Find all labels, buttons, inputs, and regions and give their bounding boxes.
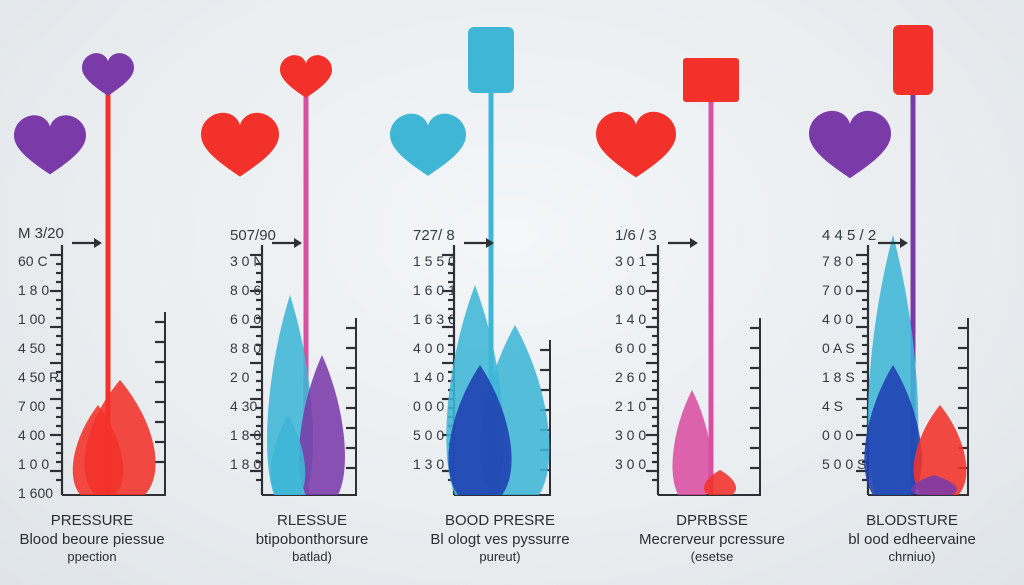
caption-title: BLODSTURE [866,512,958,529]
scale-label: 3 0 1 [615,253,646,269]
gauge-stem [708,100,714,495]
pointer-arrow-icon [94,238,102,248]
scale-label: 7 00 [18,398,45,414]
scale-label: 2 1 0 [615,398,646,414]
scale-label: 1 00 [18,311,45,327]
scale-label: 1 5 5 0 [413,253,456,269]
caption-line: bl ood edheervaine [848,531,976,548]
caption-line: ppection [67,549,116,564]
scale-label: 4 50 R [18,369,59,385]
gauge-5: 7 8 0 7 0 0 4 0 0 0 A S 1 8 S 4 S 0 0 0 5 0 0 S… [809,25,976,564]
scale-label: 1 3 0 8 [413,456,456,472]
top-square-icon [683,58,739,102]
scale-label: 1 8 0 [18,282,49,298]
scale-label: 5 0 0 S [822,456,866,472]
scale-label: 2 6 0 [615,369,646,385]
scale-label: 7 0 0 [822,282,853,298]
scale-label: 1 4 0 [413,369,444,385]
level-shape [72,405,124,495]
scale-label: 8 0 0 [615,282,646,298]
level-shape [672,390,712,495]
scale-label: 1 6 0 1 [413,282,456,298]
scale-label: 1 8 0 [230,427,261,443]
gauge-header-label: 4 4 5 / 2 [822,227,876,244]
scale-label: 2 0 [230,369,250,385]
scale-label: 0 0 0 [822,427,853,443]
scale-label: 3 0 0 [615,456,646,472]
caption-line: pureut) [479,549,520,564]
heart-icon [390,113,466,176]
scale-label: 5 0 0 [413,427,444,443]
level-shape [299,355,345,495]
gauge-1: 60 C 1 8 0 1 00 4 50 4 50 R 7 00 4 00 1 0 0 1 60… [14,53,166,564]
caption-title: DPRBSSE [676,512,748,529]
top-heart-icon [280,55,332,98]
caption-title: BOOD PRESRE [445,512,555,529]
caption-title: PRESSURE [51,512,134,529]
scale-label: 0 0 0 [413,398,444,414]
heart-icon [201,112,279,177]
scale-label: 4 50 [18,340,45,356]
scale-label: 0 A S [822,340,855,356]
gauges-group: 60 C 1 8 0 1 00 4 50 4 50 R 7 00 4 00 1 0 0 1 60… [14,25,976,564]
scale-label: 4 00 [18,427,45,443]
level-shape [270,415,306,495]
pointer-arrow-icon [690,238,698,248]
gauge-4: 3 0 1 8 0 0 1 4 0 6 0 0 2 6 0 2 1 0 3 0 0 3 0 0… [596,58,785,564]
top-paddle-icon [468,27,514,93]
level-shape [911,475,957,495]
scale-label: 1 8 0 [230,456,261,472]
gauge-2: 3 0 N 8 0 6 6 0 0 8 8 0 2 0 4 30 1 8 0 1 8 0 507… [201,55,368,564]
heart-icon [809,110,891,179]
gauge-header-label: 1/6 / 3 [615,227,657,244]
scale-label: 7 8 0 [822,253,853,269]
gauge-header-label: 507/90 [230,227,276,244]
scale-label: 3 0 0 [615,427,646,443]
gauge-header-label: M 3/20 [18,225,64,242]
heart-icon [596,111,676,178]
caption-line: Blood beoure piessue [19,531,164,548]
pointer-arrow-icon [900,238,908,248]
scale-label: 1 4 0 [615,311,646,327]
scale-label: 1 600 [18,485,53,501]
caption-line: Mecrerveur pcressure [639,531,785,548]
scale-label: 60 C [18,253,48,269]
scale-label: 6 0 0 [230,311,261,327]
gauge-stem [105,78,111,495]
level-shape [448,365,512,495]
scale-label: 4 30 [230,398,257,414]
heart-icon [14,115,86,175]
scale-label: 1 0 0 [18,456,49,472]
caption-line: batlad) [292,549,332,564]
caption-line: (esetse [691,549,734,564]
scale-label: 3 0 N [230,253,263,269]
caption-line: btipobonthorsure [256,531,369,548]
top-heart-icon [82,53,134,96]
caption-title: RLESSUE [277,512,347,529]
scale-label: 6 0 0 [615,340,646,356]
top-paddle-icon [893,25,933,95]
scale-label: 8 8 0 [230,340,261,356]
pointer-arrow-icon [486,238,494,248]
scale-label: 1 6 3 6 [413,311,456,327]
scale-label: 4 S [822,398,843,414]
gauge-header-label: 727/ 8 [413,227,455,244]
scale-label: 4 0 0 [413,340,444,356]
scale-label: 1 8 S [822,369,855,385]
level-shape [703,470,737,495]
level-shape [864,365,922,495]
scale-label: 4 0 0 [822,311,853,327]
level-shape [913,405,967,495]
scale-label: 8 0 6 [230,282,261,298]
gauge-3: 1 5 5 0 1 6 0 1 1 6 3 6 4 0 0 1 4 0 0 0 0 5 0 … [390,27,570,564]
pointer-arrow-icon [294,238,302,248]
caption-line: chrniuo) [889,549,936,564]
caption-line: Bl ologt ves pyssurre [430,531,569,548]
